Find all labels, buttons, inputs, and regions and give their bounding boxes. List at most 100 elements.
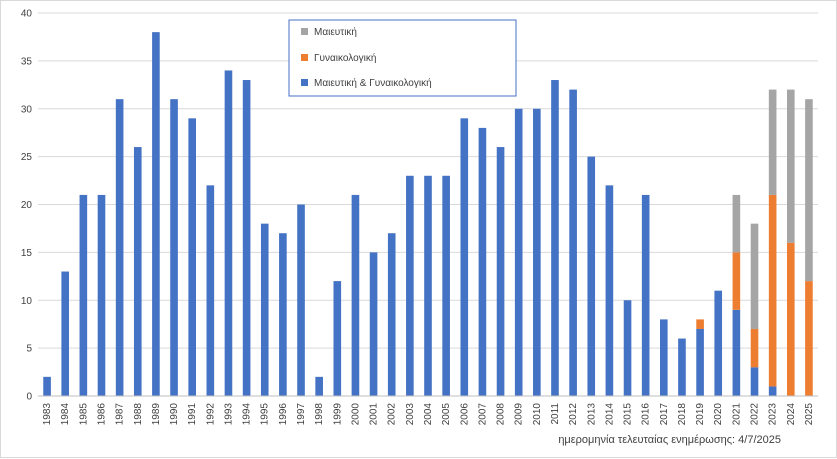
x-tick-label: 2018: [677, 403, 688, 426]
x-tick-label: 1983: [42, 403, 53, 426]
bar-segment: [333, 281, 342, 396]
bar-segment: [696, 319, 704, 329]
y-tick-label: 35: [21, 56, 33, 67]
x-tick-label: 1989: [151, 403, 162, 426]
bar-segment: [605, 185, 614, 396]
bar-segment: [115, 99, 124, 397]
x-tick-label: 2002: [387, 403, 398, 426]
x-tick-label: 2016: [641, 403, 652, 426]
x-tick-label: 2024: [786, 403, 797, 426]
bar-segment: [551, 80, 559, 397]
y-tick-label: 10: [21, 296, 33, 307]
x-tick-label: 1986: [96, 403, 107, 426]
bar-segment: [750, 367, 759, 396]
bar-segment: [369, 252, 378, 396]
bar-segment: [387, 233, 396, 396]
y-tick-label: 40: [21, 9, 33, 20]
x-tick-label: 1988: [133, 403, 144, 426]
bar-segment: [732, 309, 741, 396]
legend-label: Γυναικολογική: [314, 52, 376, 64]
bar-segment: [623, 300, 632, 396]
legend-swatch: [301, 54, 308, 61]
x-tick-label: 2009: [514, 403, 525, 426]
x-tick-label: 2004: [423, 403, 434, 426]
x-tick-label: 2003: [405, 403, 416, 426]
y-tick-label: 25: [21, 152, 33, 163]
x-tick-label: 2019: [695, 403, 706, 426]
legend-swatch: [301, 28, 308, 35]
x-tick-label: 1997: [296, 403, 307, 426]
x-tick-label: 1996: [278, 403, 289, 426]
bar-segment: [424, 175, 432, 396]
x-tick-label: 1999: [332, 403, 343, 426]
x-axis: 1983 1984 1985 1986 1987 1988 1989 1990 1991 1992…: [38, 395, 818, 426]
bar-segment: [768, 386, 777, 396]
x-tick-label: 1987: [115, 403, 126, 426]
legend-label: Μαιευτική: [314, 26, 357, 38]
x-tick-label: 2023: [768, 403, 779, 426]
x-tick-label: 1990: [169, 403, 180, 426]
bar-segment: [587, 156, 596, 396]
x-tick-label: 2006: [459, 403, 470, 426]
bar-segment: [61, 271, 70, 396]
x-tick-label: 1992: [205, 403, 216, 426]
x-tick-label: 2021: [731, 403, 742, 426]
x-tick-label: 2007: [477, 403, 488, 426]
x-tick-label: 2000: [350, 403, 361, 426]
x-tick-label: 2015: [623, 403, 634, 426]
x-tick-label: 2020: [713, 403, 724, 426]
bar-segment: [152, 32, 160, 397]
bar-segment: [732, 252, 741, 310]
y-tick-label: 15: [21, 248, 33, 259]
bar-segment: [750, 223, 759, 329]
x-tick-label: 2022: [750, 403, 761, 426]
bar-segment: [351, 194, 360, 396]
legend-box: [288, 19, 517, 97]
x-tick-label: 2008: [496, 403, 507, 426]
bar-segment: [242, 80, 251, 397]
bar-segment: [750, 328, 759, 368]
bar-segment: [496, 147, 505, 396]
bar-segment: [805, 99, 813, 282]
bar-segment: [786, 89, 795, 243]
legend-swatch: [301, 79, 308, 86]
bar-segment: [678, 338, 686, 396]
x-tick-label: 1998: [314, 403, 325, 426]
bar-segment: [188, 118, 196, 396]
bar-segment: [460, 118, 469, 396]
bar-segment: [569, 89, 577, 396]
bar-segment: [224, 70, 233, 396]
bar-segment: [768, 89, 777, 195]
bar-segment: [786, 242, 795, 396]
bar-segment: [442, 175, 450, 396]
bar-segment: [170, 99, 178, 397]
x-tick-label: 1993: [223, 403, 234, 426]
bar-segment: [732, 194, 741, 253]
bar-segment: [768, 194, 777, 387]
x-tick-label: 2013: [586, 403, 597, 426]
bar-segment: [297, 204, 305, 396]
x-tick-label: 2017: [659, 403, 670, 426]
legend: Μαιευτική Γυναικολογική Μαιευτική & Γυναικ…: [288, 19, 517, 97]
x-tick-label: 2010: [532, 403, 543, 426]
bar-segment: [641, 194, 650, 396]
x-tick-label: 2012: [568, 403, 579, 426]
update-date-footnote: ημερομηνία τελευταίας ενημέρωσης: 4/7/20…: [558, 434, 781, 446]
bar-segment: [79, 194, 88, 396]
x-tick-label: 1984: [60, 403, 71, 426]
bar-segment: [279, 233, 287, 396]
bar-segment: [714, 290, 723, 396]
bar-segment: [43, 376, 51, 396]
x-tick-label: 1994: [242, 403, 253, 426]
bars: [43, 32, 813, 397]
bar-segment: [805, 281, 813, 396]
x-tick-label: 1991: [187, 403, 198, 426]
bar-segment: [478, 127, 487, 397]
y-axis: 0 5 10 15 20 25 30 35 40: [21, 9, 33, 403]
x-tick-label: 2005: [441, 403, 452, 426]
y-tick-label: 20: [21, 200, 33, 211]
bar-segment: [97, 194, 106, 396]
bar-segment: [133, 147, 142, 396]
y-tick-label: 30: [21, 104, 33, 115]
